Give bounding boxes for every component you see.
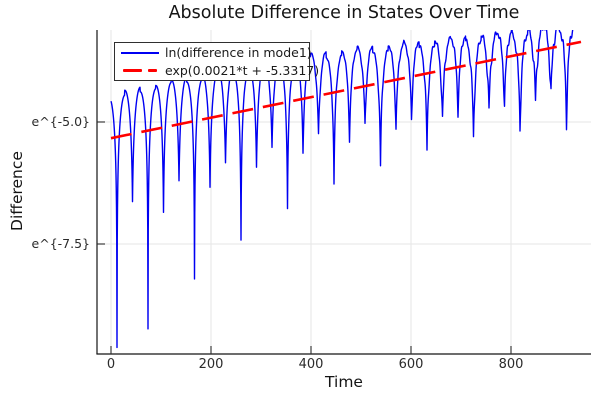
y-tick-label-e-5.0: e^{-5.0} (31, 113, 90, 129)
x-tick-label-400: 400 (298, 357, 324, 372)
legend-line-sample-dashed (120, 68, 160, 72)
legend-entry-difference: ln(difference in mode1) (120, 44, 312, 61)
legend-line-sample-solid (120, 51, 160, 54)
legend-label-fit: exp(0.0021*t + -5.3317) (165, 62, 320, 78)
x-tick-label-0: 0 (106, 357, 116, 372)
x-tick-label-800: 800 (498, 357, 524, 372)
legend-box: ln(difference in mode1) exp(0.0021*t + -… (114, 42, 319, 81)
legend-label-difference: ln(difference in mode1) (165, 45, 312, 61)
x-tick-label-200: 200 (198, 357, 224, 372)
x-tick-label-600: 600 (398, 357, 424, 372)
chart-title: Absolute Difference in States Over Time (168, 3, 520, 23)
legend-entry-fit: exp(0.0021*t + -5.3317) (120, 62, 319, 79)
x-axis-label: Time (325, 373, 363, 391)
y-tick-label-e-7.5: e^{-7.5} (31, 235, 90, 251)
